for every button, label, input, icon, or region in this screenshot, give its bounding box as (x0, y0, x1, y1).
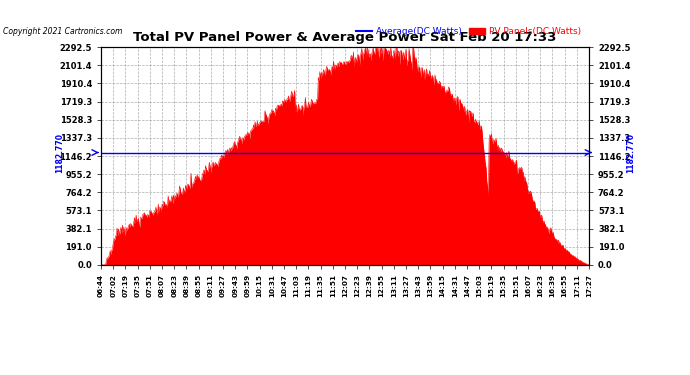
Title: Total PV Panel Power & Average Power Sat Feb 20 17:33: Total PV Panel Power & Average Power Sat… (133, 32, 557, 45)
Text: 1182.770: 1182.770 (626, 132, 635, 172)
Text: Copyright 2021 Cartronics.com: Copyright 2021 Cartronics.com (3, 27, 123, 36)
Text: 1182.770: 1182.770 (55, 132, 64, 172)
Legend: Average(DC Watts), PV Panels(DC Watts): Average(DC Watts), PV Panels(DC Watts) (353, 23, 584, 39)
